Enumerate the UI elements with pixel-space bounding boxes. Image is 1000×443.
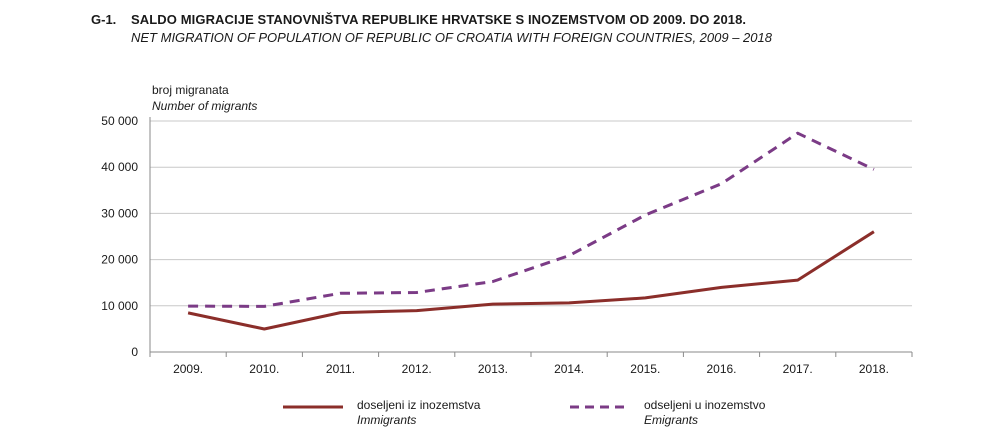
legend-label-emigrants-en: Emigrants xyxy=(644,413,699,427)
x-tick-label: 2009. xyxy=(173,362,203,376)
x-tick-label: 2017. xyxy=(783,362,813,376)
legend-item-emigrants: odseljeni u inozemstvo Emigrants xyxy=(570,398,765,428)
y-tick-label: 50 000 xyxy=(101,114,138,128)
x-tick-label: 2010. xyxy=(249,362,279,376)
y-axis-label-hr: broj migranata xyxy=(152,83,229,97)
legend-label-immigrants-en: Immigrants xyxy=(357,413,417,427)
chart-subtitle: NET MIGRATION OF POPULATION OF REPUBLIC … xyxy=(131,30,772,45)
legend-item-immigrants: doseljeni iz inozemstva Immigrants xyxy=(283,398,480,428)
figure-label: G-1. xyxy=(91,12,117,27)
y-tick-label: 30 000 xyxy=(101,206,138,220)
series-line-emigrants xyxy=(188,131,875,308)
legend-label-immigrants: doseljeni iz inozemstva xyxy=(357,398,481,412)
legend-swatch-emigrants xyxy=(570,405,630,409)
x-tick-label: 2015. xyxy=(630,362,660,376)
chart-title-block: G-1. SALDO MIGRACIJE STANOVNIŠTVA REPUBL… xyxy=(91,12,772,45)
legend-label-emigrants: odseljeni u inozemstvo xyxy=(644,398,766,412)
x-tick-label: 2011. xyxy=(326,362,355,376)
chart-title: SALDO MIGRACIJE STANOVNIŠTVA REPUBLIKE H… xyxy=(131,12,747,27)
x-tick-label: 2016. xyxy=(706,362,736,376)
x-tick-label: 2018. xyxy=(859,362,889,376)
series-line-immigrants xyxy=(187,230,875,331)
x-tick-label: 2013. xyxy=(478,362,508,376)
y-tick-label: 20 000 xyxy=(101,253,138,267)
x-tick-label: 2014. xyxy=(554,362,584,376)
legend-swatch-immigrants xyxy=(283,405,343,409)
y-tick-label: 0 xyxy=(131,345,138,359)
y-tick-label: 40 000 xyxy=(101,160,138,174)
y-tick-label: 10 000 xyxy=(101,299,138,313)
y-axis-label-en: Number of migrants xyxy=(152,99,258,113)
x-tick-label: 2012. xyxy=(402,362,432,376)
y-axis-label: broj migranata Number of migrants xyxy=(152,82,257,114)
